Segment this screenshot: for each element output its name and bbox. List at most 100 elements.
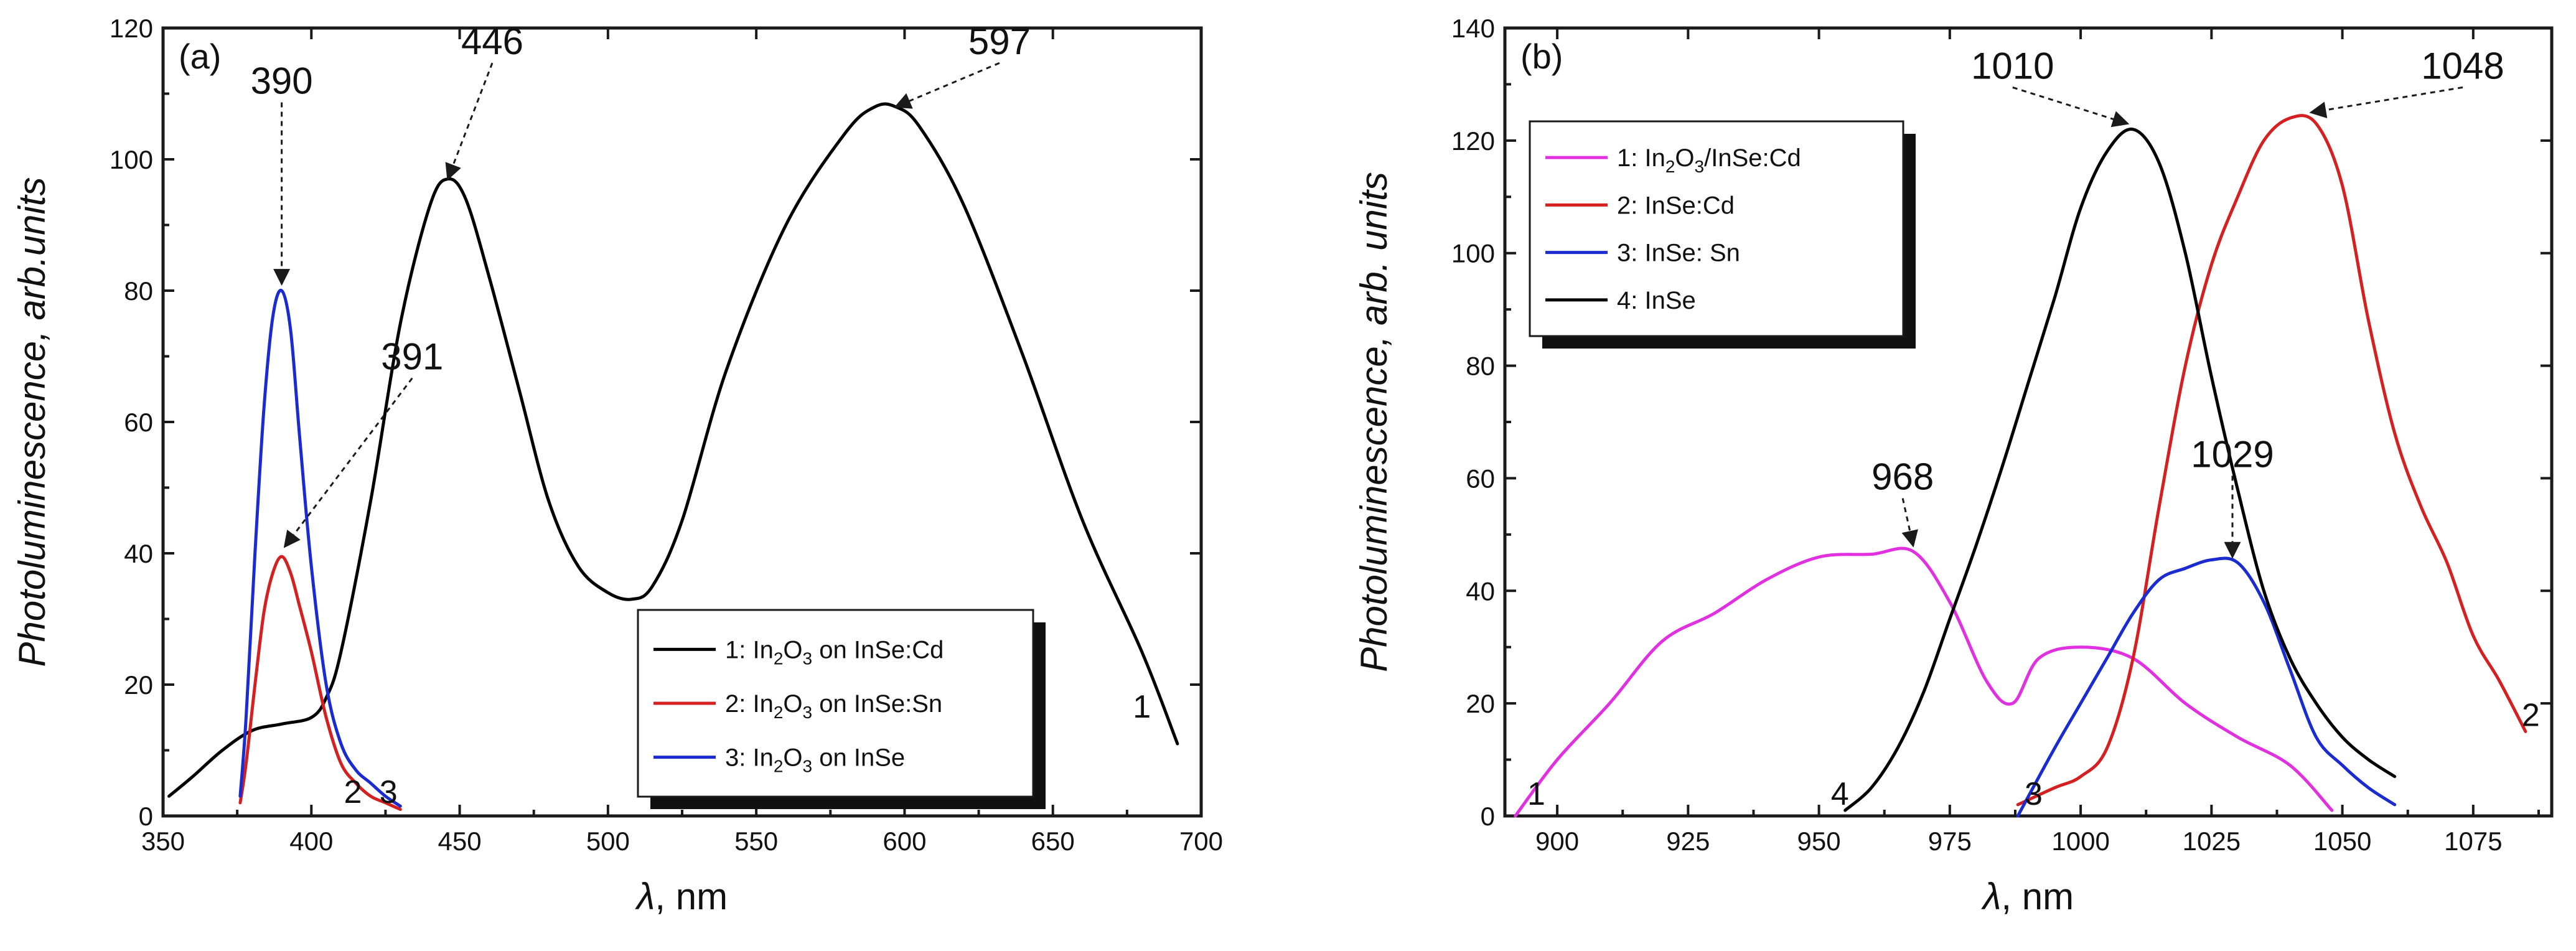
peak-annotation-391: 391: [381, 336, 443, 378]
y-tick-label: 60: [124, 408, 153, 437]
annotation-arrow: [445, 62, 494, 181]
legend-text-prefix: 2: In: [725, 690, 774, 718]
legend-text-mid: O: [1675, 144, 1694, 172]
legend-entry-1: 1: In2O3 on InSe:Cd: [725, 636, 944, 668]
x-tick-label: 925: [1666, 827, 1710, 856]
series-1-line: [167, 102, 1179, 798]
y-tick-label: 0: [139, 802, 153, 831]
x-tick-label: 500: [586, 827, 630, 856]
series-2-line: [238, 555, 402, 811]
y-tick-label: 40: [124, 539, 153, 568]
peak-annotation-1029: 1029: [2191, 433, 2274, 475]
y-tick-label: 140: [1451, 14, 1495, 43]
x-tick-label: 550: [734, 827, 778, 856]
y-tick-label: 80: [124, 276, 153, 306]
x-axis-label: λ, nm: [635, 876, 728, 917]
legend-subscript: 2: [774, 757, 784, 776]
x-axis-symbol: λ: [635, 876, 655, 917]
legend-text-mid: O: [783, 690, 802, 718]
annotation-arrow: [894, 62, 1000, 109]
legend-subscript: 2: [774, 703, 784, 722]
x-tick-label: 1000: [2051, 827, 2109, 856]
legend-text-prefix: 1: In: [1617, 144, 1665, 172]
legend-subscript: 3: [1695, 157, 1705, 176]
annotation-arrow: [2012, 86, 2130, 128]
x-tick-label: 650: [1031, 827, 1075, 856]
x-tick-label: 1050: [2313, 827, 2371, 856]
legend-text-prefix: 3: InSe: Sn: [1617, 240, 1740, 267]
annotation-arrow: [2309, 86, 2463, 119]
y-tick-label: 120: [1451, 126, 1495, 156]
panel-label: (b): [1520, 37, 1563, 76]
chart-panel-a: 350 400 450 500 550 600 650 700 0 20 40 60 80 100 120 λ…: [11, 14, 1223, 917]
x-tick-label: 950: [1797, 827, 1841, 856]
y-tick-label: 20: [124, 670, 153, 700]
x-tick-label: 700: [1179, 827, 1223, 856]
x-tick-label: 1025: [2183, 827, 2241, 856]
y-tick-label: 100: [110, 145, 153, 174]
peak-annotation-446: 446: [461, 21, 523, 62]
y-tick-label: 60: [1466, 464, 1495, 493]
annotation-arrow: [1901, 498, 1918, 548]
curve-label-2: 2: [344, 774, 362, 810]
series-4-line: [1843, 128, 2397, 812]
y-tick-label: 0: [1481, 802, 1495, 831]
legend-subscript: 3: [803, 649, 813, 668]
legend-entry-2: 2: In2O3 on InSe:Sn: [725, 690, 942, 722]
x-axis-unit: , nm: [655, 876, 728, 917]
peak-annotation-1010: 1010: [1971, 45, 2054, 87]
x-axis-label: λ, nm: [1981, 876, 2074, 917]
legend-entry-1: 1: In2O3/InSe:Cd: [1617, 144, 1801, 176]
y-tick-label: 40: [1466, 576, 1495, 606]
legend-text-suffix: on InSe:Sn: [812, 690, 942, 718]
curve-label-4: 4: [1831, 776, 1849, 812]
y-tick-label: 120: [110, 14, 153, 43]
legend-entry-4: 4: InSe: [1617, 287, 1696, 314]
x-axis-symbol: λ: [1981, 876, 2002, 917]
legend-text-mid: O: [783, 744, 802, 772]
legend-subscript: 2: [774, 649, 784, 668]
legend-text-prefix: 3: In: [725, 744, 774, 772]
legend-text-suffix: on InSe: [812, 744, 905, 772]
legend-text-prefix: 4: InSe: [1617, 287, 1696, 314]
x-tick-label: 975: [1928, 827, 1972, 856]
curve-label-3: 3: [380, 774, 398, 810]
x-tick-label: 900: [1535, 827, 1579, 856]
x-tick-label: 1075: [2444, 827, 2502, 856]
peak-annotation-1048: 1048: [2421, 45, 2504, 87]
x-tick-label: 350: [141, 827, 185, 856]
curve-label-1: 1: [1133, 689, 1151, 725]
series-1-line: [1514, 546, 2334, 818]
y-axis-label: Photoluminescence, arb.units: [11, 177, 53, 667]
panel-label: (a): [179, 37, 221, 76]
legend-text-mid: O: [783, 636, 802, 663]
legend-entry-2: 2: InSe:Cd: [1617, 192, 1735, 219]
legend-entry-3: 3: InSe: Sn: [1617, 240, 1740, 267]
annotation-arrow: [283, 377, 413, 548]
y-axis-label: Photoluminescence, arb. units: [1353, 172, 1395, 672]
peak-annotation-390: 390: [251, 60, 313, 102]
y-tick-label: 100: [1451, 239, 1495, 268]
legend-subscript: 3: [803, 703, 813, 722]
series-2-line: [2016, 114, 2527, 807]
legend-text-suffix: /InSe:Cd: [1704, 144, 1801, 172]
legend-text-prefix: 1: In: [725, 636, 774, 663]
series-3-line: [238, 289, 402, 808]
legend: 1: In2O3/InSe:Cd 2: InSe:Cd 3: InSe: Sn 4: …: [1529, 120, 1916, 349]
legend-text-suffix: on InSe:Cd: [812, 636, 944, 663]
peak-annotation-968: 968: [1871, 456, 1934, 498]
legend-text-prefix: 2: InSe:Cd: [1617, 192, 1735, 219]
y-tick-label: 20: [1466, 689, 1495, 718]
legend-subscript: 3: [803, 757, 813, 776]
legend-entry-3: 3: In2O3 on InSe: [725, 744, 905, 776]
legend: 1: In2O3 on InSe:Cd2: In2O3 on InSe:Sn3:…: [637, 609, 1046, 809]
x-tick-label: 400: [289, 827, 333, 856]
x-axis-unit: , nm: [2001, 876, 2074, 917]
series-3-line: [2016, 556, 2397, 818]
legend-subscript: 2: [1665, 157, 1675, 176]
curve-label-3: 3: [2025, 776, 2043, 812]
curve-label-1: 1: [1527, 776, 1545, 812]
peak-annotation-597: 597: [968, 21, 1031, 62]
chart-panel-b: 900 925 950 975 1000 1025 1050 1075 0 20 40 60 80 100…: [1353, 14, 2554, 917]
